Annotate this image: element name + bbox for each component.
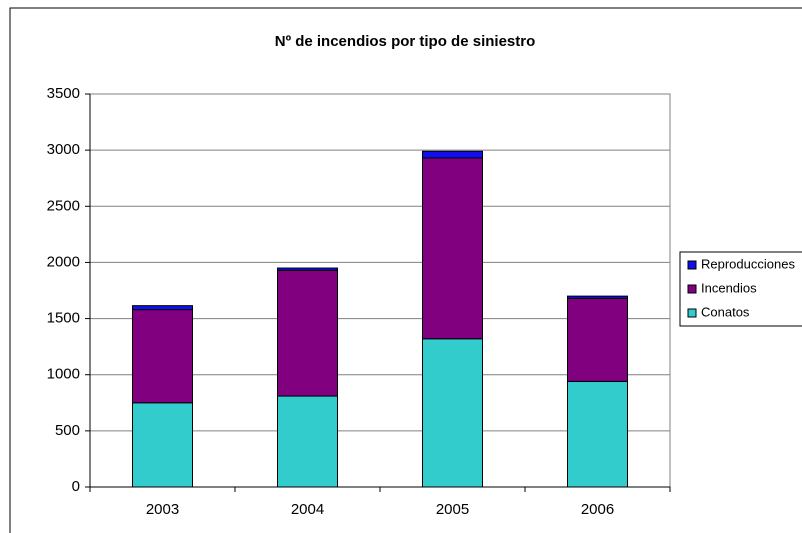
x-tick-label: 2005 (436, 501, 469, 518)
y-tick-label: 2500 (47, 197, 80, 214)
legend-label: Conatos (701, 304, 750, 319)
y-tick-label: 1500 (47, 310, 80, 327)
y-tick-label: 0 (72, 478, 80, 495)
bar-segment (277, 267, 338, 271)
legend-swatch (687, 260, 697, 270)
bar-segment (132, 402, 193, 488)
legend-label: Incendios (701, 280, 757, 295)
bar-segment (132, 305, 193, 311)
x-tick-label: 2004 (291, 501, 324, 518)
bar-segment (422, 157, 483, 340)
legend-label: Reproducciones (701, 256, 795, 271)
bar-segment (132, 309, 193, 404)
bar-segment (277, 395, 338, 488)
y-tick-label: 2000 (47, 253, 80, 270)
y-tick-label: 500 (55, 422, 80, 439)
bar-segment (422, 150, 483, 159)
bar-segment (567, 380, 628, 488)
bar-segment (277, 269, 338, 397)
legend-box (679, 251, 802, 327)
x-tick-label: 2006 (581, 501, 614, 518)
legend-swatch (687, 308, 697, 318)
bar-segment (422, 338, 483, 488)
y-tick-label: 3000 (47, 141, 80, 158)
x-tick-label: 2003 (146, 501, 179, 518)
y-tick-label: 3500 (47, 85, 80, 102)
chart-title: Nº de incendios por tipo de siniestro (275, 33, 536, 50)
bar-segment (567, 295, 628, 299)
legend-swatch (687, 284, 697, 294)
y-tick-label: 1000 (47, 366, 80, 383)
bar-segment (567, 297, 628, 382)
